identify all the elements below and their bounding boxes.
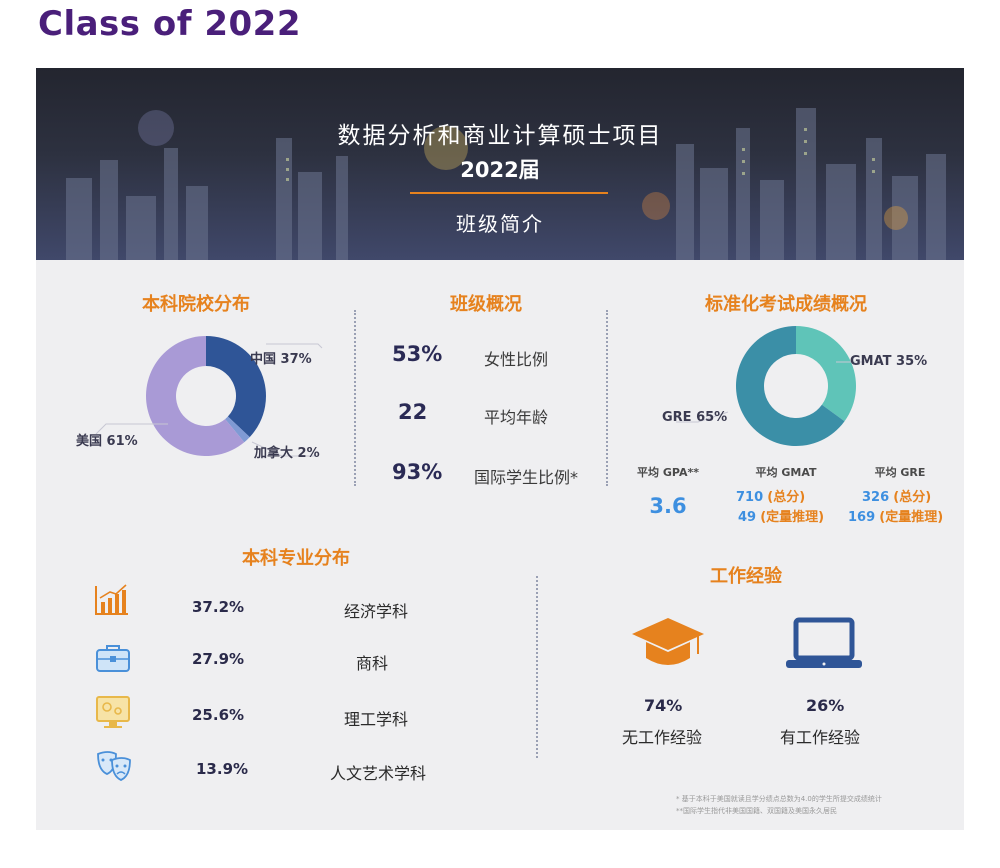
gmat-total-value: 710: [736, 490, 764, 505]
banner-title: 数据分析和商业计算硕士项目: [337, 123, 663, 149]
class-overview-title: 班级概况: [450, 294, 522, 315]
laptop-icon: [786, 617, 862, 668]
intl-ratio-value: 93%: [392, 460, 443, 484]
major-stem-label: 理工学科: [344, 710, 409, 729]
divider-1: [354, 310, 356, 486]
gpa-label: 平均 GPA**: [637, 466, 699, 479]
no-exp-label: 无工作经验: [622, 728, 703, 747]
gmat-quant: 49 (定量推理): [714, 506, 864, 525]
science-screen-icon: [96, 696, 130, 728]
major-stem-pct: 25.6%: [192, 706, 245, 724]
graduation-cap-icon: [632, 618, 704, 665]
test-donut-chart: [676, 326, 866, 446]
undergrad-slice-0: [206, 336, 266, 438]
chart-growth-icon: [95, 584, 128, 615]
female-ratio-label: 女性比例: [484, 350, 549, 369]
undergrad-slice-2: [146, 336, 245, 456]
gmat-quant-value: 49: [738, 510, 757, 525]
undergrad-slice-1: [225, 416, 250, 443]
gre-total-value: 326: [862, 490, 890, 505]
city-skyline-graphic: [66, 108, 946, 260]
footnote-1: * 基于本科于美国就读且学分绩点总数为4.0的学生所提交成绩统计: [676, 795, 882, 803]
usa-label: 美国 61%: [76, 434, 138, 449]
banner-subtitle: 班级简介: [456, 212, 544, 236]
work-title: 工作经验: [710, 566, 782, 587]
gre-share-label: GRE 65%: [662, 410, 728, 425]
with-exp-pct: 26%: [806, 696, 845, 715]
gmat-quant-tag: (定量推理): [760, 510, 825, 525]
city-banner: 数据分析和商业计算硕士项目 2022届 班级简介: [36, 68, 964, 260]
gre-quant: 169 (定量推理): [848, 506, 963, 525]
majors-title: 本科专业分布: [242, 548, 350, 569]
gmat-total-tag: (总分): [767, 490, 806, 505]
undergrad-donut-chart: [95, 336, 323, 457]
avg-age-value: 22: [398, 400, 428, 424]
gre-total: 326 (总分): [848, 486, 963, 505]
gmat-label: 平均 GMAT: [755, 466, 817, 479]
gre-quant-tag: (定量推理): [879, 510, 944, 525]
divider-2: [606, 310, 608, 486]
test-slice-0: [796, 326, 856, 422]
no-exp-pct: 74%: [644, 696, 683, 715]
gre-total-tag: (总分): [893, 490, 932, 505]
profile-card: 数据分析和商业计算硕士项目 2022届 班级简介 本科院校分布 中国 37% 加…: [36, 68, 964, 830]
banner-divider: [410, 192, 608, 194]
gre-quant-value: 169: [848, 510, 876, 525]
footnote-2: **国际学生指代非美国国籍、双国籍及美国永久居民: [676, 807, 837, 815]
major-business-label: 商科: [356, 654, 389, 673]
theater-masks-icon: [97, 751, 131, 781]
intl-ratio-label: 国际学生比例*: [474, 468, 579, 487]
canada-label: 加拿大 2%: [254, 446, 320, 461]
major-humanities-pct: 13.9%: [196, 760, 249, 778]
test-slice-1: [736, 326, 845, 446]
avg-age-label: 平均年龄: [484, 408, 549, 427]
major-humanities-label: 人文艺术学科: [330, 764, 427, 783]
china-label: 中国 37%: [250, 352, 312, 367]
gpa-value: 3.6: [649, 494, 687, 518]
briefcase-icon: [96, 645, 130, 672]
gmat-share-label: GMAT 35%: [850, 354, 928, 369]
undergrad-title: 本科院校分布: [142, 294, 250, 315]
page-title: Class of 2022: [38, 4, 301, 44]
major-econ-label: 经济学科: [344, 602, 409, 621]
major-business-pct: 27.9%: [192, 650, 245, 668]
gre-label: 平均 GRE: [874, 466, 926, 479]
female-ratio-value: 53%: [392, 342, 443, 366]
with-exp-label: 有工作经验: [780, 728, 861, 747]
major-econ-pct: 37.2%: [192, 598, 245, 616]
banner-year: 2022届: [460, 158, 540, 182]
test-scores-title: 标准化考试成绩概况: [705, 294, 867, 315]
gmat-total: 710 (总分): [714, 486, 864, 505]
divider-3: [536, 576, 538, 758]
